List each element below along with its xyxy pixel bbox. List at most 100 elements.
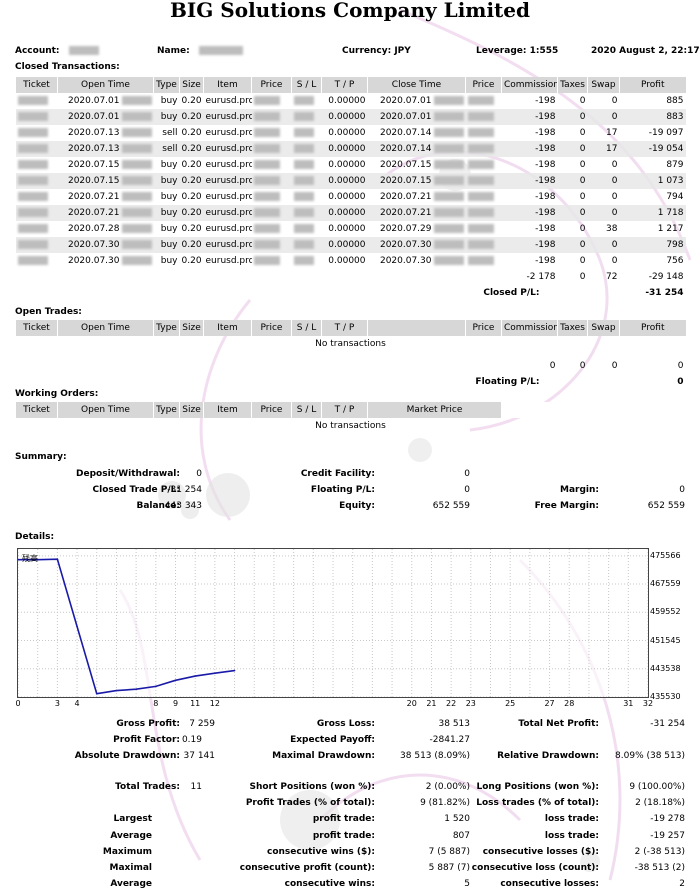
- gross-profit-value: 7 259: [189, 719, 215, 729]
- type: buy: [153, 237, 180, 253]
- redacted-time: [121, 112, 152, 121]
- x-tick-label: 4: [74, 699, 80, 708]
- redacted-time: [433, 128, 464, 137]
- redacted-cell: [292, 125, 322, 141]
- total-value: 72: [606, 272, 618, 282]
- column-header: Price: [465, 77, 502, 93]
- open-time: 2020.07.28: [58, 221, 154, 237]
- maximal-label: Maximal: [109, 863, 152, 873]
- redacted-time: [121, 160, 152, 169]
- column-header: Size: [179, 77, 204, 93]
- largest-label: Largest: [113, 814, 152, 824]
- close-time: 2020.07.30: [368, 253, 466, 269]
- floating-value: 0: [464, 485, 470, 495]
- redacted-cell: [292, 253, 322, 269]
- company-title: BIG Solutions Company Limited: [169, 0, 531, 22]
- column-header: Ticket: [15, 320, 58, 336]
- item: eurusd.pro: [205, 224, 252, 234]
- loss-trades-label: Loss trades (% of total):: [476, 798, 599, 808]
- redacted-value: [17, 112, 48, 121]
- open-time: 2020.07.15: [58, 157, 154, 173]
- redacted-value: [293, 144, 314, 153]
- take-profit: 0.00000: [321, 141, 368, 157]
- redacted-cell: [292, 157, 322, 173]
- taxes: 0: [557, 237, 588, 253]
- redacted-cell: [15, 141, 58, 157]
- redacted-value: [467, 208, 494, 217]
- total-value: -2 178: [526, 272, 556, 282]
- x-tick-label: 23: [465, 699, 476, 708]
- balance-point: [36, 558, 39, 561]
- close-time: 2020.07.21: [368, 189, 466, 205]
- item: eurusd.pro: [203, 141, 252, 157]
- open-time: 2020.07.30: [58, 253, 154, 269]
- type: buy: [160, 96, 178, 106]
- empty-cell: [466, 358, 502, 374]
- column-header: Item: [203, 77, 252, 93]
- item: eurusd.pro: [203, 237, 252, 253]
- empty-cell: [292, 358, 322, 374]
- expected-payoff-value: -2841.27: [429, 735, 470, 745]
- deposit-label: Deposit/Withdrawal:: [76, 469, 180, 479]
- max-wins-label: consecutive wins ($):: [266, 847, 375, 857]
- details-heading: Details:: [15, 532, 55, 542]
- x-tick-label: 8: [153, 699, 159, 708]
- open-time: 2020.07.01: [58, 93, 154, 109]
- column-header: Item: [203, 402, 252, 418]
- redacted-cell: [15, 173, 58, 189]
- empty-cell: [292, 269, 322, 285]
- type: buy: [153, 173, 180, 189]
- item: eurusd.pro: [205, 192, 252, 202]
- open-time: 2020.07.01: [57, 109, 154, 125]
- redacted-cell: [291, 237, 322, 253]
- commission: -198: [535, 224, 556, 234]
- avg-wins-value: 5: [464, 879, 470, 889]
- empty-cell: [180, 269, 204, 285]
- y-tick-label: 443538: [650, 663, 681, 673]
- net-profit-label: Total Net Profit:: [518, 719, 599, 729]
- no-transactions: No transactions: [315, 421, 386, 431]
- size: 0.20: [179, 173, 204, 189]
- average-profit-label: profit trade:: [312, 831, 375, 841]
- redacted-cell: [465, 173, 502, 189]
- close-date: 2020.07.01: [379, 96, 432, 106]
- y-tick-label: 459552: [650, 607, 681, 617]
- item: eurusd.pro: [205, 160, 252, 170]
- redacted-cell: [466, 93, 502, 109]
- x-tick-label: 3: [54, 699, 60, 708]
- taxes: 0: [579, 128, 586, 138]
- empty-cell: [252, 269, 292, 285]
- empty-cell: [16, 269, 58, 285]
- size: 0.20: [181, 96, 202, 106]
- long-positions-value: 9 (100.00%): [629, 782, 685, 792]
- redacted-value: [467, 176, 494, 185]
- open-date: 2020.07.15: [67, 160, 120, 170]
- largest-loss-label: loss trade:: [544, 814, 599, 824]
- size: 0.20: [179, 109, 204, 125]
- size: 0.20: [181, 192, 202, 202]
- total-value: 0: [611, 361, 618, 371]
- balance-point: [135, 688, 137, 690]
- average-loss-label: loss trade:: [544, 831, 599, 841]
- open-date: 2020.07.01: [67, 112, 120, 122]
- empty-cell: [252, 358, 292, 374]
- table-row: 2020.07.15 buy 0.20 eurusd.pro 0.00000 2020.0…: [16, 157, 686, 173]
- redacted-value: [17, 96, 48, 105]
- table-row: 2020.07.13 sell 0.20 eurusd.pro 0.00000 2020.…: [15, 141, 686, 157]
- redacted-time: [121, 192, 152, 201]
- commission: -198: [535, 256, 556, 266]
- redacted-time: [433, 208, 464, 217]
- empty-cell: [154, 269, 180, 285]
- redacted-cell: [466, 125, 502, 141]
- size: 0.20: [181, 160, 202, 170]
- column-header: T / P: [321, 320, 368, 336]
- redacted-value: [253, 96, 280, 105]
- redacted-cell: [15, 205, 58, 221]
- redacted-cell: [292, 93, 322, 109]
- balance-point: [155, 685, 157, 688]
- close-date: 2020.07.30: [379, 256, 432, 266]
- item: eurusd.pro: [203, 173, 252, 189]
- close-date: 2020.07.15: [379, 176, 432, 186]
- avg-losses-value: 2: [679, 879, 685, 889]
